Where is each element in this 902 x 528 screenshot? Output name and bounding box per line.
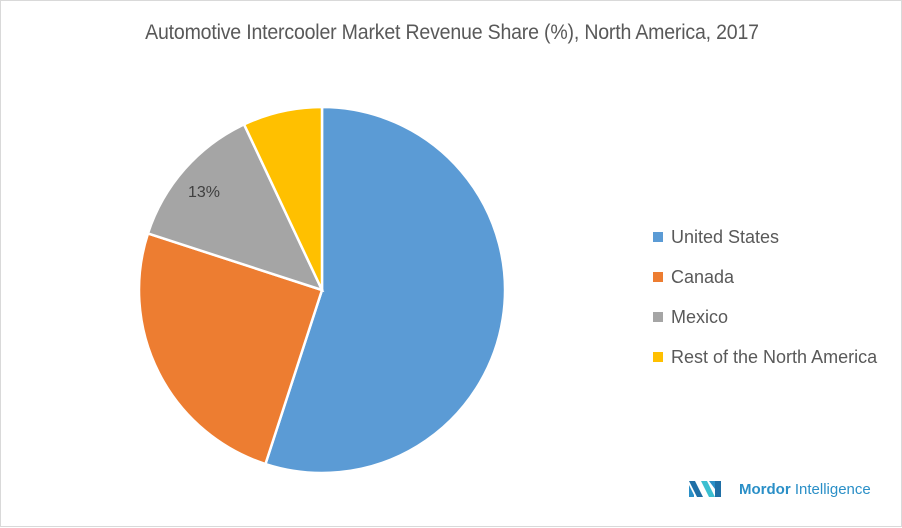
pie-slice-rest-of-the-north-america	[242, 105, 324, 291]
legend-label: United States	[671, 226, 780, 247]
mexico-data-label: 13%	[188, 184, 220, 201]
pie-slice-canada	[137, 231, 324, 466]
legend-item-united-states: United States	[653, 217, 877, 257]
mordor-logo-icon	[689, 481, 721, 497]
pie-slice-united-states	[263, 105, 507, 475]
legend: United States Canada Mexico Rest of the …	[653, 217, 877, 377]
logo-text: Mordor Intelligence	[739, 480, 871, 498]
legend-swatch-icon	[653, 232, 663, 242]
pie-slice-mexico	[146, 122, 325, 293]
legend-swatch-icon	[653, 272, 663, 282]
mordor-intelligence-logo: Mordor Intelligence	[689, 479, 871, 499]
legend-item-rest-of-north-america: Rest of the North America	[653, 337, 877, 377]
legend-label: Rest of the North America	[671, 346, 878, 367]
legend-swatch-icon	[653, 352, 663, 362]
legend-label: Canada	[671, 266, 735, 287]
legend-item-canada: Canada	[653, 257, 877, 297]
legend-item-mexico: Mexico	[653, 297, 877, 337]
legend-swatch-icon	[653, 312, 663, 322]
legend-label: Mexico	[671, 306, 729, 327]
chart-title: Automotive Intercooler Market Revenue Sh…	[145, 21, 759, 44]
